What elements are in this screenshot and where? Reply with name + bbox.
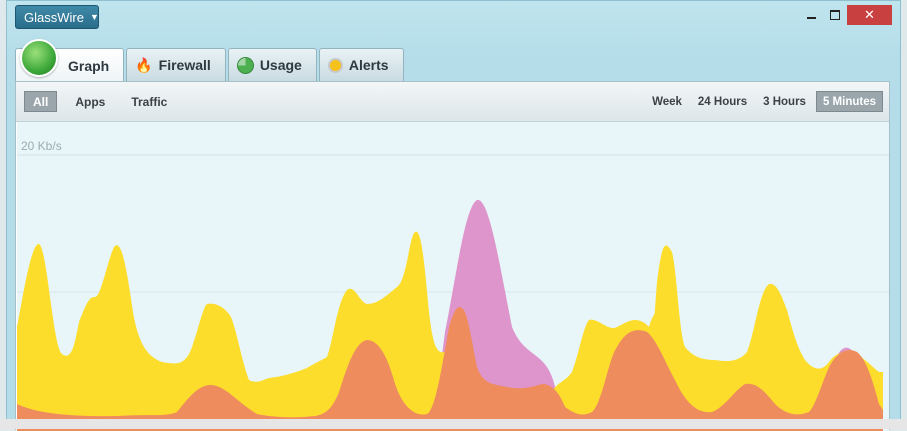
filter-all-button[interactable]: All — [24, 91, 58, 112]
tab-graph-label: Graph — [68, 57, 110, 74]
app-menu-label: GlassWire — [24, 9, 84, 25]
tab-usage-label: Usage — [259, 57, 302, 73]
close-icon: ✕ — [864, 7, 875, 22]
chevron-down-icon: ▼ — [89, 12, 99, 22]
outgoing-traffic-area — [17, 307, 883, 431]
alert-bulb-icon — [327, 57, 343, 73]
filter-group: All Apps Traffic — [24, 91, 185, 112]
minimize-icon — [806, 17, 816, 19]
graph-orb-icon — [20, 39, 58, 77]
tab-alerts-label: Alerts — [348, 57, 389, 73]
range-3-hours-button[interactable]: 3 Hours — [763, 95, 806, 108]
range-24-hours-button[interactable]: 24 Hours — [697, 95, 748, 108]
range-week-button[interactable]: Week — [652, 95, 682, 108]
time-range-group: Week 24 Hours 3 Hours 5 Minutes — [646, 91, 887, 112]
traffic-graph[interactable]: 20 Kb/s — [17, 122, 889, 431]
filter-traffic-button[interactable]: Traffic — [131, 94, 168, 109]
range-5-minutes-button[interactable]: 5 Minutes — [815, 91, 883, 112]
close-button[interactable]: ✕ — [847, 5, 892, 25]
usage-pie-icon — [236, 56, 254, 74]
tab-usage[interactable]: Usage — [227, 48, 317, 81]
graph-toolbar: All Apps Traffic Week 24 Hours 3 Hours 5… — [16, 82, 889, 122]
traffic-graph-svg: 20 Kb/s — [17, 139, 889, 431]
bottom-strip — [0, 419, 907, 429]
tab-firewall[interactable]: 🔥 Firewall — [126, 48, 226, 81]
minimize-button[interactable] — [799, 5, 823, 25]
y-axis-label-top: 20 Kb/s — [21, 139, 62, 153]
maximize-button[interactable] — [823, 5, 847, 25]
maximize-icon — [830, 10, 840, 20]
window-controls: ✕ — [799, 5, 892, 25]
app-menu-button[interactable]: GlassWire ▼ — [15, 5, 99, 29]
tab-firewall-label: Firewall — [158, 57, 211, 73]
glasswire-window: GlassWire ▼ ✕ Graph 🔥 Firewall Usage Ale… — [6, 0, 901, 431]
tab-graph[interactable]: Graph — [15, 39, 125, 82]
tab-alerts[interactable]: Alerts — [318, 48, 404, 81]
main-tabs: Graph 🔥 Firewall Usage Alerts — [15, 39, 406, 82]
filter-apps-button[interactable]: Apps — [75, 94, 106, 109]
flame-icon: 🔥 — [135, 56, 153, 73]
graph-panel: All Apps Traffic Week 24 Hours 3 Hours 5… — [15, 81, 890, 431]
